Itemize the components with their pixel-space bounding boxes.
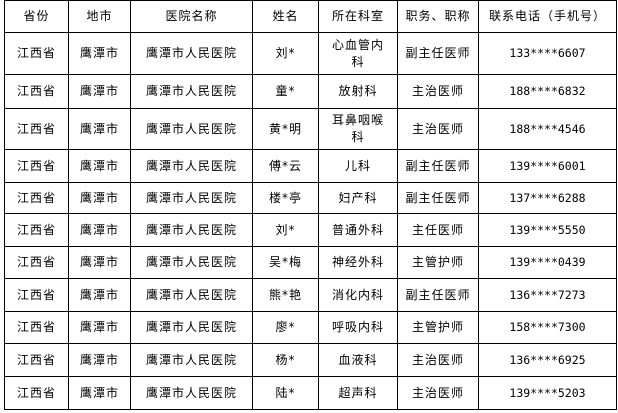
cell-hospital: 鹰潭市人民医院 — [130, 74, 253, 109]
table-row: 江西省 鹰潭市 鹰潭市人民医院 吴*梅 神经外科 主管护师 139****0439 — [4, 246, 617, 279]
cell-department: 普通外科 — [318, 213, 398, 247]
cell-title: 主治医师 — [397, 376, 479, 410]
cell-title: 副主任医师 — [397, 182, 479, 214]
header-department: 所在科室 — [318, 0, 398, 33]
cell-department: 儿科 — [318, 149, 398, 183]
cell-province: 江西省 — [4, 149, 69, 183]
cell-city: 鹰潭市 — [68, 149, 131, 183]
cell-province: 江西省 — [4, 343, 69, 377]
cell-phone: 158****7300 — [478, 311, 617, 344]
cell-city: 鹰潭市 — [68, 108, 131, 150]
cell-phone: 136****7273 — [478, 278, 617, 312]
cell-department: 神经外科 — [318, 246, 398, 279]
cell-department: 放射科 — [318, 74, 398, 109]
cell-title: 主治医师 — [397, 108, 479, 150]
cell-hospital: 鹰潭市人民医院 — [130, 376, 253, 410]
cell-city: 鹰潭市 — [68, 213, 131, 247]
cell-hospital: 鹰潭市人民医院 — [130, 213, 253, 247]
cell-name: 熊*艳 — [252, 278, 319, 312]
table-row: 江西省 鹰潭市 鹰潭市人民医院 傅*云 儿科 副主任医师 139****6001 — [4, 149, 617, 183]
cell-hospital: 鹰潭市人民医院 — [130, 311, 253, 344]
cell-phone: 139****5203 — [478, 376, 617, 410]
cell-city: 鹰潭市 — [68, 343, 131, 377]
cell-title: 副主任医师 — [397, 149, 479, 183]
header-hospital: 医院名称 — [130, 0, 253, 33]
contact-table: 省份 地市 医院名称 姓名 所在科室 职务、职称 联系电话（手机号） 江西省 鹰潭市 鹰潭市人民… — [4, 0, 617, 410]
cell-name: 傅*云 — [252, 149, 319, 183]
cell-city: 鹰潭市 — [68, 278, 131, 312]
cell-city: 鹰潭市 — [68, 246, 131, 279]
cell-department: 心血管内科 — [318, 32, 398, 75]
cell-phone: 139****6001 — [478, 149, 617, 183]
table-row: 江西省 鹰潭市 鹰潭市人民医院 童* 放射科 主治医师 188****6832 — [4, 74, 617, 109]
cell-name: 楼*亭 — [252, 182, 319, 214]
cell-city: 鹰潭市 — [68, 311, 131, 344]
cell-name: 刘* — [252, 32, 319, 75]
cell-province: 江西省 — [4, 108, 69, 150]
cell-province: 江西省 — [4, 32, 69, 75]
cell-name: 童* — [252, 74, 319, 109]
cell-department: 妇产科 — [318, 182, 398, 214]
cell-province: 江西省 — [4, 182, 69, 214]
cell-hospital: 鹰潭市人民医院 — [130, 278, 253, 312]
cell-phone: 137****6288 — [478, 182, 617, 214]
cell-hospital: 鹰潭市人民医院 — [130, 343, 253, 377]
header-province: 省份 — [4, 0, 69, 33]
cell-province: 江西省 — [4, 74, 69, 109]
cell-phone: 139****0439 — [478, 246, 617, 279]
cell-department: 消化内科 — [318, 278, 398, 312]
cell-department: 呼吸内科 — [318, 311, 398, 344]
cell-department: 超声科 — [318, 376, 398, 410]
table-row: 江西省 鹰潭市 鹰潭市人民医院 楼*亭 妇产科 副主任医师 137****6288 — [4, 182, 617, 214]
cell-title: 主任医师 — [397, 213, 479, 247]
cell-title: 主治医师 — [397, 74, 479, 109]
cell-city: 鹰潭市 — [68, 376, 131, 410]
cell-phone: 136****6925 — [478, 343, 617, 377]
table-row: 江西省 鹰潭市 鹰潭市人民医院 杨* 血液科 主治医师 136****6925 — [4, 343, 617, 377]
cell-title: 主管护师 — [397, 311, 479, 344]
cell-title: 副主任医师 — [397, 32, 479, 75]
cell-province: 江西省 — [4, 213, 69, 247]
table-row: 江西省 鹰潭市 鹰潭市人民医院 陆* 超声科 主治医师 139****5203 — [4, 376, 617, 410]
cell-department: 耳鼻咽喉科 — [318, 108, 398, 150]
cell-name: 杨* — [252, 343, 319, 377]
table-row: 江西省 鹰潭市 鹰潭市人民医院 廖* 呼吸内科 主管护师 158****7300 — [4, 311, 617, 344]
table-row: 江西省 鹰潭市 鹰潭市人民医院 黄*明 耳鼻咽喉科 主治医师 188****4546 — [4, 108, 617, 150]
cell-name: 陆* — [252, 376, 319, 410]
header-name: 姓名 — [252, 0, 319, 33]
table-row: 江西省 鹰潭市 鹰潭市人民医院 刘* 普通外科 主任医师 139****5550 — [4, 213, 617, 247]
cell-department: 血液科 — [318, 343, 398, 377]
cell-phone: 133****6607 — [478, 32, 617, 75]
cell-phone: 188****4546 — [478, 108, 617, 150]
cell-phone: 188****6832 — [478, 74, 617, 109]
table-row: 江西省 鹰潭市 鹰潭市人民医院 刘* 心血管内科 副主任医师 133****6607 — [4, 32, 617, 75]
cell-name: 黄*明 — [252, 108, 319, 150]
cell-city: 鹰潭市 — [68, 182, 131, 214]
header-phone: 联系电话（手机号） — [478, 0, 617, 33]
cell-city: 鹰潭市 — [68, 74, 131, 109]
cell-city: 鹰潭市 — [68, 32, 131, 75]
cell-title: 主治医师 — [397, 343, 479, 377]
cell-province: 江西省 — [4, 311, 69, 344]
header-row: 省份 地市 医院名称 姓名 所在科室 职务、职称 联系电话（手机号） — [4, 0, 617, 33]
cell-hospital: 鹰潭市人民医院 — [130, 149, 253, 183]
table-row: 江西省 鹰潭市 鹰潭市人民医院 熊*艳 消化内科 副主任医师 136****7273 — [4, 278, 617, 312]
cell-title: 主管护师 — [397, 246, 479, 279]
header-city: 地市 — [68, 0, 131, 33]
cell-name: 刘* — [252, 213, 319, 247]
header-title: 职务、职称 — [397, 0, 479, 33]
cell-name: 吴*梅 — [252, 246, 319, 279]
cell-hospital: 鹰潭市人民医院 — [130, 182, 253, 214]
cell-province: 江西省 — [4, 376, 69, 410]
cell-hospital: 鹰潭市人民医院 — [130, 32, 253, 75]
cell-name: 廖* — [252, 311, 319, 344]
cell-province: 江西省 — [4, 278, 69, 312]
cell-hospital: 鹰潭市人民医院 — [130, 246, 253, 279]
cell-province: 江西省 — [4, 246, 69, 279]
cell-phone: 139****5550 — [478, 213, 617, 247]
cell-hospital: 鹰潭市人民医院 — [130, 108, 253, 150]
cell-title: 副主任医师 — [397, 278, 479, 312]
